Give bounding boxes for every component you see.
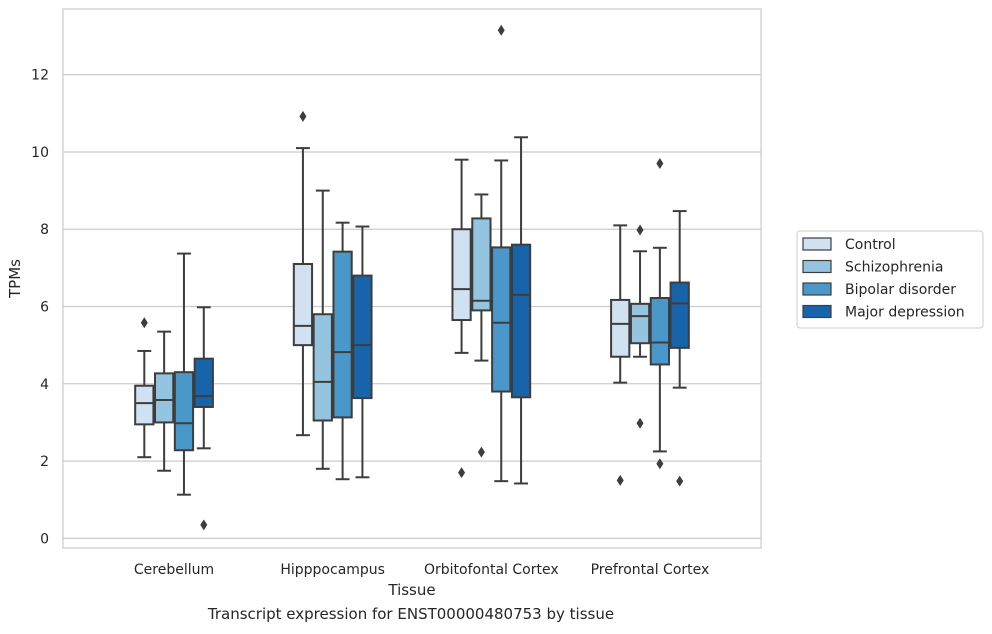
x-tick-label: Hipppocampus bbox=[280, 562, 385, 578]
outlier-point bbox=[656, 158, 664, 170]
figure-caption: Transcript expression for ENST0000048075… bbox=[207, 605, 615, 623]
plot-frame bbox=[62, 8, 762, 549]
outlier-point bbox=[140, 317, 148, 329]
outlier-point bbox=[616, 474, 624, 486]
box-schizophrenia bbox=[154, 330, 175, 472]
box-major-depression bbox=[193, 306, 214, 531]
outlier-point bbox=[497, 24, 505, 36]
legend-swatch bbox=[802, 259, 832, 274]
outlier-point bbox=[458, 467, 466, 479]
legend-swatch bbox=[802, 282, 832, 296]
box-control bbox=[610, 224, 631, 486]
iqr-box bbox=[629, 302, 651, 345]
box-schizophrenia bbox=[312, 189, 333, 470]
box-control bbox=[292, 110, 314, 437]
iqr-box bbox=[610, 298, 631, 358]
box-bipolar-disorder bbox=[491, 24, 512, 483]
x-tick-label: Orbitofontal Cortex bbox=[424, 562, 559, 578]
iqr-box bbox=[154, 372, 175, 424]
iqr-box bbox=[471, 217, 492, 312]
iqr-box bbox=[510, 243, 532, 399]
iqr-box bbox=[193, 357, 214, 408]
iqr-box bbox=[649, 297, 670, 366]
box-major-depression bbox=[669, 210, 690, 487]
outlier-point bbox=[636, 224, 644, 236]
outlier-point bbox=[477, 446, 485, 458]
y-axis-ticks: 0 2 4 6 8 10 12 bbox=[31, 68, 49, 548]
outlier-point bbox=[636, 417, 644, 429]
box-bipolar-disorder bbox=[649, 158, 670, 470]
y-tick-label: 8 bbox=[40, 222, 49, 238]
legend-swatch bbox=[802, 304, 832, 319]
y-axis-label: TPMs bbox=[6, 259, 24, 299]
y-tick-label: 10 bbox=[31, 145, 49, 161]
legend-label: Schizophrenia bbox=[845, 260, 943, 276]
outlier-point bbox=[656, 458, 664, 470]
iqr-box bbox=[173, 371, 195, 452]
box-major-depression bbox=[352, 225, 373, 479]
box-bipolar-disorder bbox=[332, 221, 353, 481]
box-bipolar-disorder bbox=[173, 252, 195, 496]
x-tick-label: Cerebellum bbox=[134, 562, 214, 578]
outlier-point bbox=[676, 475, 684, 487]
legend-label: Major depression bbox=[845, 305, 965, 321]
box-schizophrenia bbox=[471, 193, 492, 458]
iqr-box bbox=[332, 250, 353, 419]
iqr-box bbox=[669, 281, 690, 349]
legend-label: Bipolar disorder bbox=[845, 282, 956, 298]
box-schizophrenia bbox=[629, 224, 651, 429]
outlier-point bbox=[200, 519, 208, 531]
y-tick-label: 2 bbox=[40, 454, 49, 470]
legend-swatch bbox=[802, 237, 832, 251]
y-tick-label: 12 bbox=[31, 68, 49, 84]
y-tick-label: 0 bbox=[40, 531, 49, 547]
box-control bbox=[134, 317, 155, 459]
legend-frame bbox=[796, 230, 984, 329]
iqr-box bbox=[451, 228, 472, 322]
iqr-box bbox=[134, 384, 155, 426]
legend: Control Schizophrenia Bipolar disorder Majo… bbox=[796, 230, 984, 329]
box-major-depression bbox=[510, 136, 532, 485]
legend-label: Control bbox=[845, 237, 896, 253]
x-axis-label: Tissue bbox=[387, 581, 435, 599]
iqr-box bbox=[292, 263, 314, 347]
y-tick-label: 6 bbox=[40, 300, 49, 316]
iqr-box bbox=[352, 274, 373, 400]
box-control bbox=[451, 158, 472, 479]
iqr-box bbox=[491, 246, 512, 393]
outlier-point bbox=[299, 110, 307, 122]
iqr-box bbox=[312, 313, 333, 422]
x-tick-label: Prefrontal Cortex bbox=[591, 562, 710, 578]
box-plot-series bbox=[134, 24, 690, 531]
y-tick-label: 4 bbox=[40, 377, 49, 393]
x-axis-ticks: Cerebellum Hipppocampus Orbitofontal Corte… bbox=[134, 562, 709, 578]
